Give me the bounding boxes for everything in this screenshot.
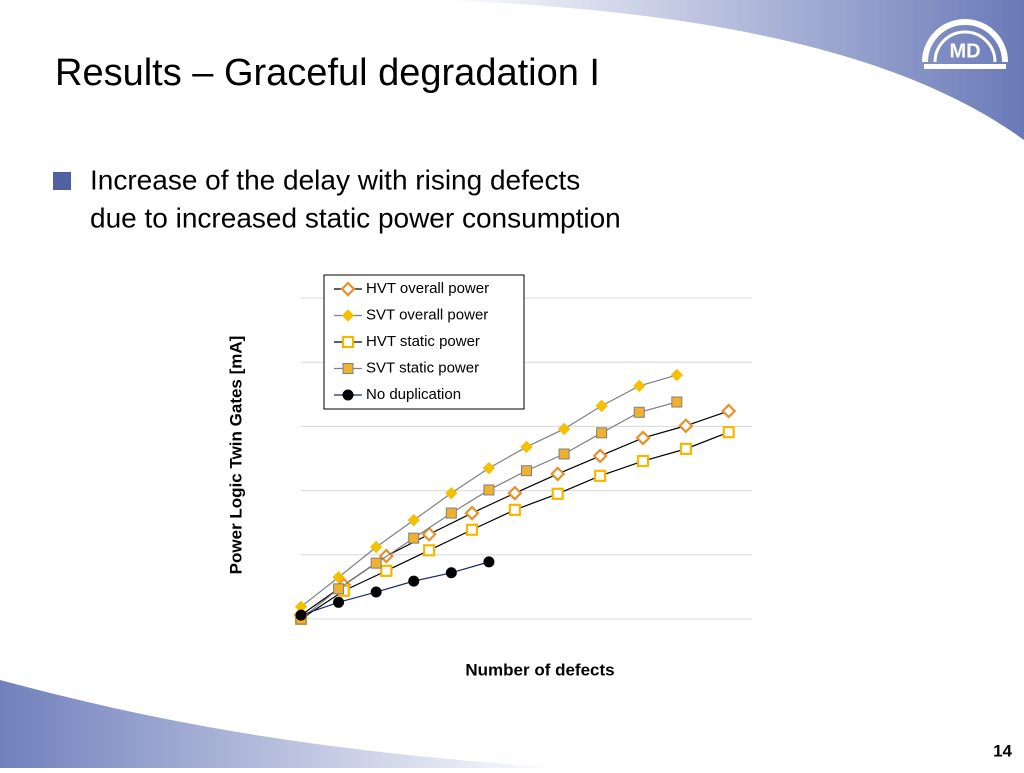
marker [594, 469, 607, 482]
marker [636, 454, 650, 468]
series-line [300, 431, 729, 620]
marker [558, 448, 570, 460]
legend-label: No duplication [366, 386, 461, 403]
legend-label: HVT overall power [366, 280, 489, 297]
series-line [300, 401, 677, 620]
page-number: 14 [993, 741, 1012, 760]
marker [370, 557, 382, 569]
marker [341, 309, 355, 322]
marker [380, 564, 393, 577]
marker [721, 403, 737, 419]
marker [633, 406, 645, 418]
marker [507, 485, 523, 501]
marker [482, 461, 496, 475]
marker [722, 426, 735, 439]
marker [508, 503, 521, 516]
slide-title: Results – Graceful degradation I [55, 52, 600, 94]
marker [520, 440, 533, 454]
marker [633, 379, 646, 393]
marker [341, 335, 355, 349]
legend-label: SVT static power [366, 359, 479, 376]
bottom-swoosh [0, 680, 560, 768]
bullet-icon [53, 172, 71, 190]
marker [595, 399, 608, 413]
bullet-line: due to increased static power consumptio… [90, 202, 621, 233]
x-axis-label: Number of defects [465, 660, 614, 679]
top-swoosh [440, 0, 1024, 140]
marker [550, 466, 566, 482]
marker [670, 368, 684, 382]
marker [421, 526, 437, 542]
marker [464, 505, 480, 521]
marker [333, 583, 345, 595]
bullet-line: Increase of the delay with rising defect… [90, 164, 580, 195]
marker [295, 609, 307, 621]
legend-label: SVT overall power [366, 306, 488, 323]
logo-text: MD [949, 40, 980, 62]
marker [445, 567, 457, 579]
marker [423, 544, 436, 557]
marker [342, 389, 354, 401]
marker [521, 465, 532, 477]
marker [678, 418, 694, 434]
marker [408, 575, 420, 587]
marker [332, 571, 345, 584]
marker [370, 586, 382, 598]
marker [369, 540, 383, 554]
marker [483, 484, 495, 496]
marker [407, 513, 420, 527]
marker [635, 430, 651, 446]
marker [679, 442, 692, 455]
marker [596, 427, 608, 439]
marker [465, 523, 479, 536]
marker [340, 281, 356, 297]
marker [342, 363, 354, 374]
marker [445, 507, 457, 519]
marker [551, 487, 564, 500]
marker [483, 556, 495, 568]
y-axis-label: Power Logic Twin Gates [mA] [226, 336, 245, 575]
marker [592, 448, 608, 464]
series-line [300, 561, 490, 616]
legend-label: HVT static power [366, 333, 480, 350]
marker [445, 486, 458, 500]
logo: MD [922, 19, 1008, 69]
marker [671, 396, 683, 408]
marker [333, 596, 345, 608]
marker [557, 422, 571, 436]
marker [408, 532, 420, 544]
